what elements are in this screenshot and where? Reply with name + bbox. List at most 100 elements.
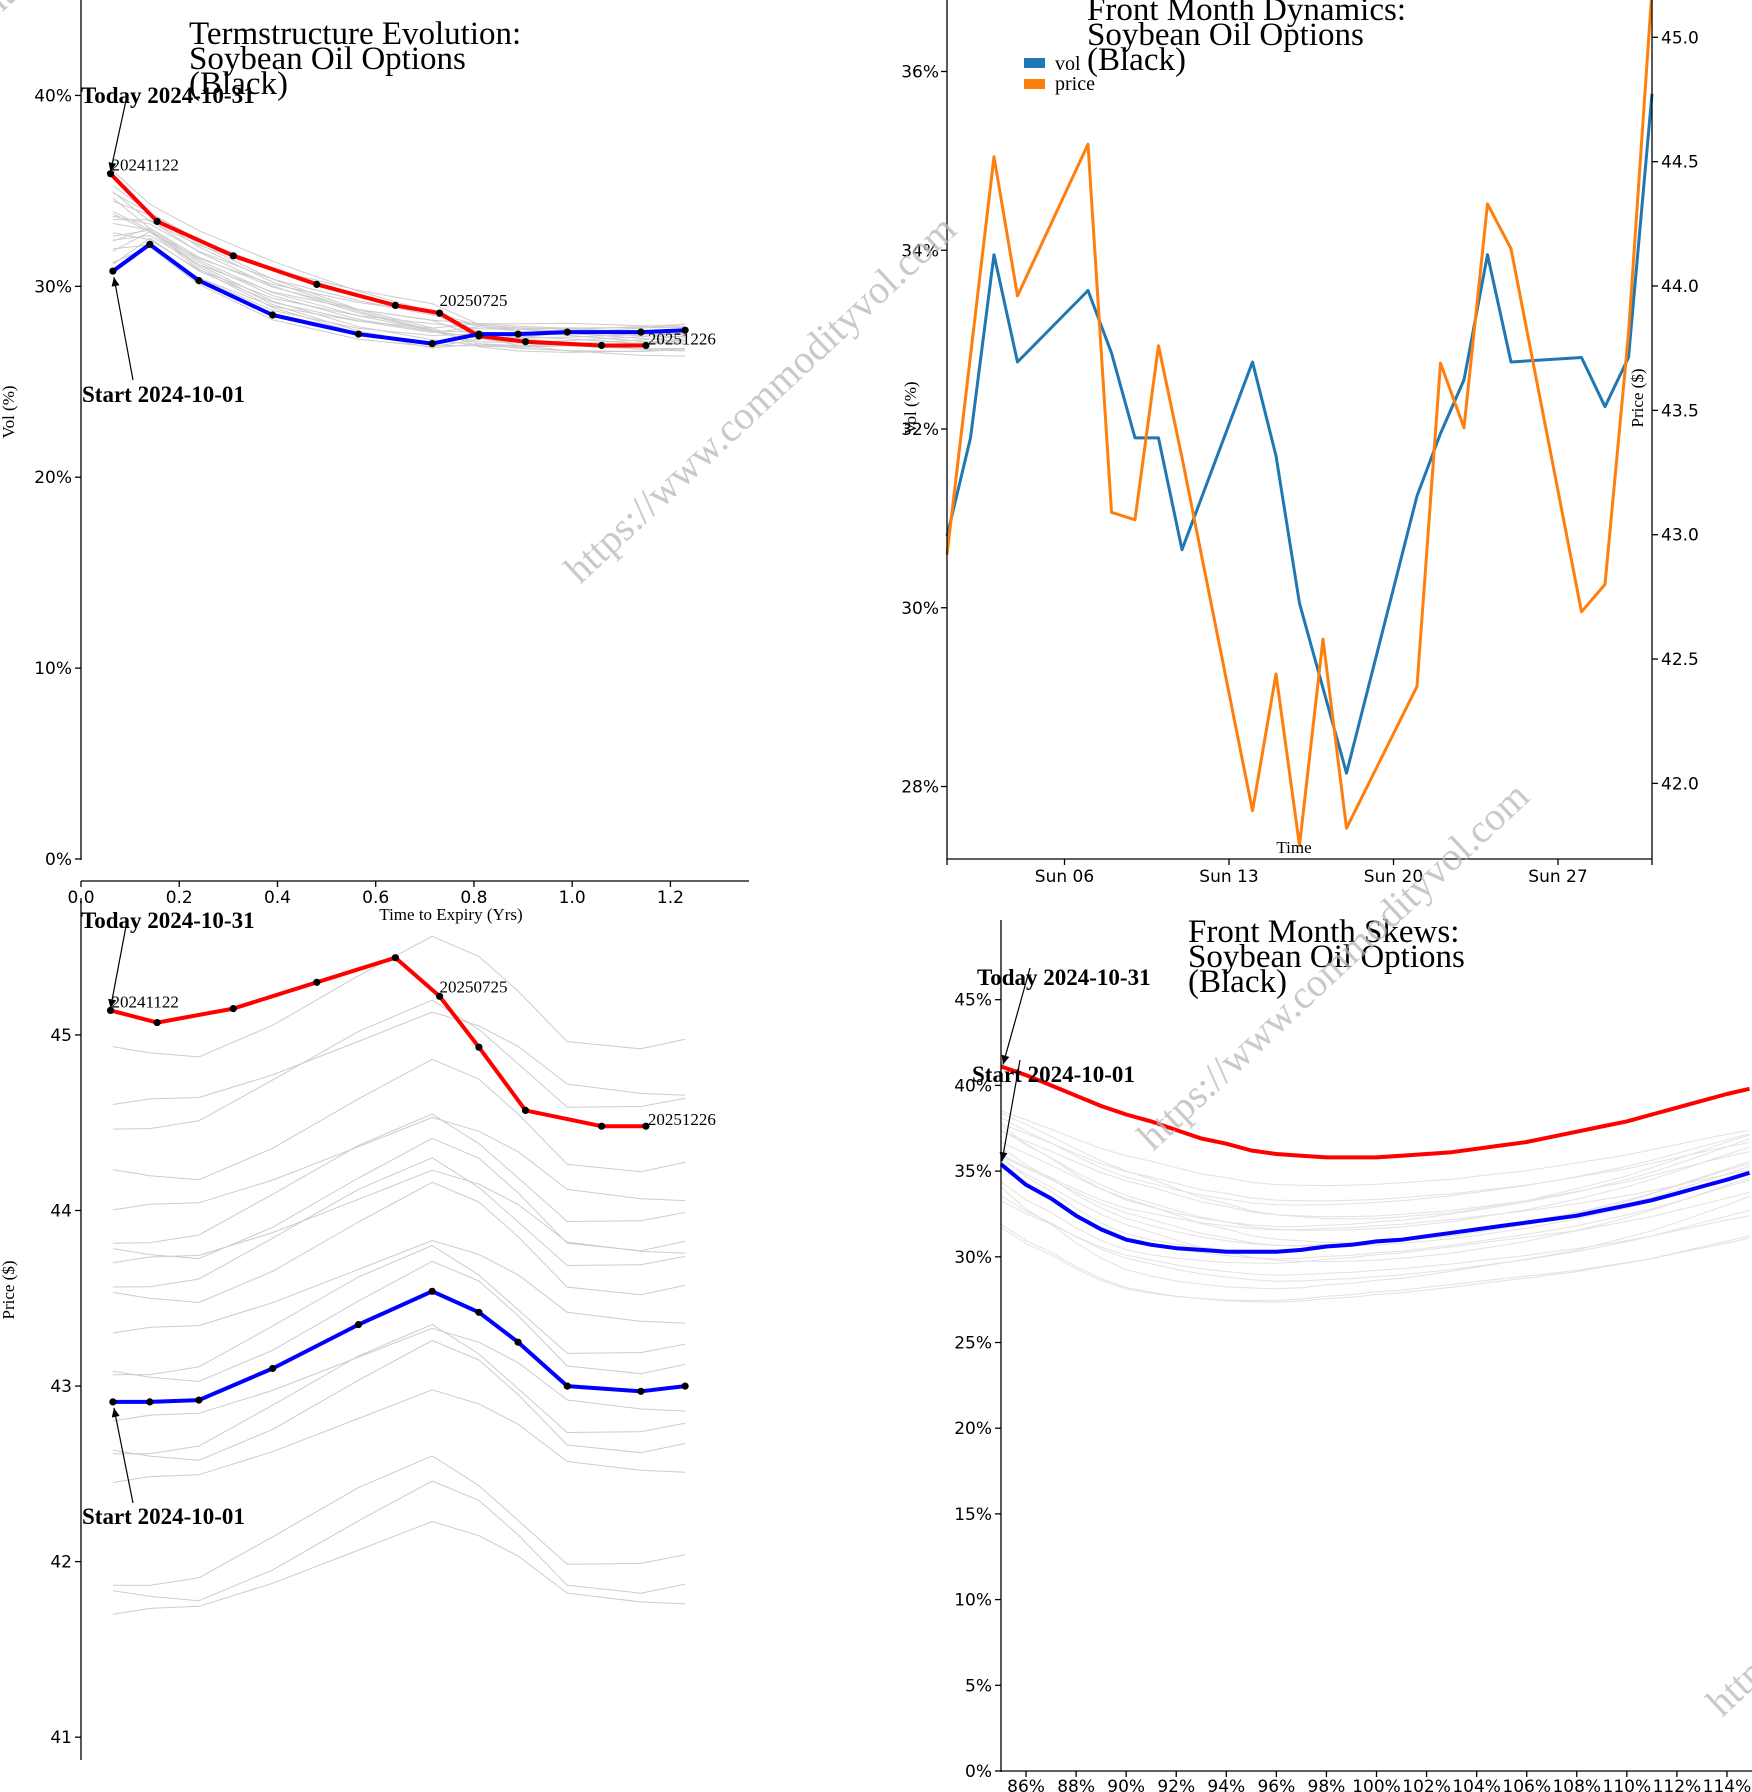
term-vol-start-point — [354, 330, 363, 338]
skews-x-tick: 94% — [1207, 1771, 1245, 1792]
term-vol-today-point — [642, 341, 650, 350]
skews-x-tick: 88% — [1057, 1771, 1095, 1792]
skews-y-tick-label: 15% — [954, 1505, 992, 1525]
skews-y-tick-label: 40% — [954, 1076, 992, 1096]
dynamics-left-tick-label: 30% — [901, 599, 939, 619]
dynamics-x-tick-label: Sun 20 — [1364, 867, 1423, 887]
term-vol-start-arrow-head — [111, 277, 120, 287]
skews-x-tick-label: 106% — [1502, 1777, 1551, 1792]
term-vol-today-point — [598, 341, 606, 350]
termstructure-price-chart: 41 42 43 44 45 Price ($) Today 2024-10-31 Start… — [0, 898, 716, 1760]
dynamics-x-tick-label: Sun 27 — [1528, 867, 1587, 887]
dynamics-x-tick: Sun 27 — [1528, 859, 1588, 887]
term-price-y-tick-label: 44 — [50, 1201, 72, 1221]
skews-x-tick-label: 90% — [1107, 1777, 1145, 1792]
term-vol-start-annotation: Start 2024-10-01 — [82, 382, 245, 407]
term-vol-y-tick: 30% — [34, 277, 81, 297]
term-vol-start-point — [637, 328, 645, 336]
term-price-y-tick-label: 41 — [50, 1728, 72, 1748]
skews-x-tick-label: 96% — [1257, 1777, 1295, 1792]
skews-y-tick-label: 5% — [965, 1676, 992, 1696]
skews-history-line — [1000, 1130, 1750, 1218]
skews-y-tick: 30% — [954, 1248, 1001, 1268]
skews-x-tick-label: 112% — [1653, 1777, 1702, 1792]
dynamics-right-tick: 45.0 — [1652, 28, 1699, 48]
front-month-skews-chart: 0% 5% 10% 15% 20% 25% 30% 35% 40% 45% 86% 88% 90% 92%… — [954, 914, 1752, 1792]
dynamics-x-tick: Sun 06 — [1035, 859, 1094, 887]
term-vol-start-arrow-line — [113, 276, 134, 381]
term-price-start-point — [428, 1287, 436, 1295]
term-price-start-point — [637, 1387, 645, 1395]
term-vol-y-tick-label: 0% — [45, 850, 72, 870]
dynamics-left-tick-label: 36% — [901, 63, 939, 83]
term-vol-today-point — [229, 252, 237, 260]
skews-y-tick: 35% — [954, 1162, 1001, 1182]
dynamics-right-tick-label: 44.0 — [1661, 277, 1699, 297]
term-price-contract-label: 20250725 — [440, 977, 508, 996]
dynamics-left-tick: 28% — [901, 778, 947, 798]
termstructure-vol-chart: 0%10%20%30%40%0.0 0.2 0.4 0.6 0.8 1.0 1.2Time … — [0, 0, 749, 924]
term-vol-history-line — [112, 200, 686, 352]
term-vol-history-line — [112, 223, 686, 347]
dynamics-right-tick: 44.5 — [1652, 153, 1699, 173]
dynamics-left-tick: 30% — [901, 599, 947, 619]
dynamics-left-tick: 32% — [901, 420, 947, 440]
term-price-today-arrow-head — [108, 998, 117, 1009]
skews-y-tick: 5% — [965, 1676, 1001, 1696]
dynamics-right-tick: 42.0 — [1652, 774, 1699, 794]
dynamics-legend-vol-swatch — [1024, 58, 1045, 68]
dynamics-right-tick: 43.5 — [1652, 401, 1699, 421]
dynamics-left-tick: 36% — [901, 63, 947, 83]
term-vol-x-tick: 1.2 — [657, 881, 684, 908]
term-price-history-line — [112, 1169, 686, 1264]
term-vol-y-tick-label: 30% — [34, 277, 72, 297]
term-price-y-tick-label: 43 — [50, 1377, 72, 1397]
skews-history-line — [1000, 1110, 1750, 1187]
term-vol-y-tick-label: 40% — [34, 86, 72, 106]
dynamics-x-tick: Sun 13 — [1199, 859, 1259, 887]
dynamics-left-tick-label: 34% — [901, 241, 939, 261]
skews-history-line — [1000, 1129, 1750, 1231]
term-price-y-tick: 43 — [50, 1377, 81, 1397]
skews-y-tick-label: 20% — [954, 1419, 992, 1439]
term-vol-start-point — [109, 267, 117, 275]
term-vol-today-point — [391, 301, 399, 309]
dynamics-vol-line — [945, 93, 1654, 775]
term-price-start-point — [195, 1396, 203, 1404]
term-vol-history-line — [112, 215, 686, 344]
term-price-history-line — [112, 1240, 686, 1334]
skews-x-tick-label: 92% — [1157, 1777, 1195, 1792]
term-vol-today-arrow-head — [108, 162, 117, 172]
dynamics-right-tick-label: 45.0 — [1661, 28, 1699, 48]
skews-start-arrow-head — [999, 1151, 1008, 1162]
dynamics-title-line: (Black) — [1087, 42, 1186, 78]
term-vol-y-tick: 0% — [45, 850, 81, 870]
term-price-start-annotation: Start 2024-10-01 — [82, 1504, 245, 1529]
term-price-history-line — [112, 1011, 686, 1105]
term-vol-start-point — [681, 326, 689, 334]
term-price-history-line — [112, 1157, 686, 1288]
front-month-dynamics-chart: 28% 30% 32% 34% 36% 42.0 42.5 43.0 43.5 44.0 44.5 4… — [901, 0, 1699, 887]
skews-x-tick: 104% — [1452, 1771, 1501, 1792]
term-price-contract-label: 20241122 — [111, 992, 178, 1011]
dynamics-legend-price-swatch — [1024, 79, 1045, 89]
term-vol-start-point — [475, 330, 483, 338]
skews-x-tick-label: 86% — [1007, 1777, 1045, 1792]
term-vol-y-tick: 20% — [34, 468, 81, 488]
dynamics-left-axis-label: Vol (%) — [901, 381, 920, 434]
term-price-start-point — [514, 1338, 522, 1346]
term-vol-x-tick-label: 0.8 — [460, 888, 487, 908]
skews-x-tick-label: 104% — [1452, 1777, 1501, 1792]
term-price-today-annotation: Today 2024-10-31 — [81, 908, 255, 933]
term-price-history-line — [112, 1521, 686, 1615]
term-vol-start-point — [428, 340, 436, 348]
skews-y-tick: 25% — [954, 1334, 1001, 1354]
skews-history-line — [1000, 1186, 1750, 1290]
term-price-start-point — [475, 1308, 483, 1316]
term-vol-today-point — [153, 217, 161, 225]
skews-today-annotation: Today 2024-10-31 — [977, 965, 1151, 990]
skews-start-annotation: Start 2024-10-01 — [972, 1062, 1135, 1087]
term-price-start-arrow-line — [113, 1407, 134, 1504]
term-price-start-line — [112, 1289, 686, 1404]
term-vol-start-point — [514, 330, 522, 338]
